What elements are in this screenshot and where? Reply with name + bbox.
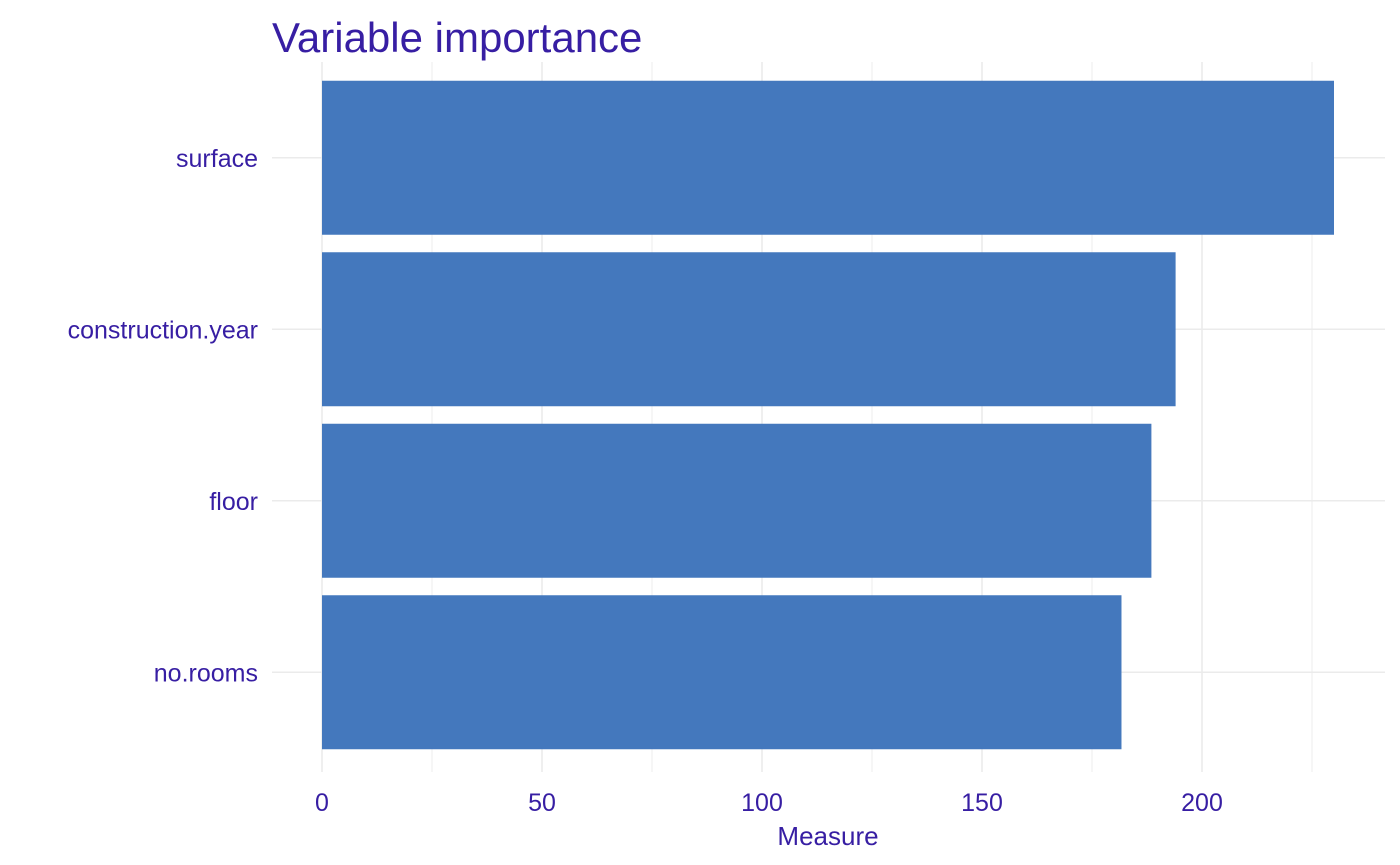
x-tick-labels: 0 50 100 150 200 [315, 789, 1223, 817]
category-labels: surface construction.year floor no.rooms [68, 145, 258, 688]
x-tick-label: 200 [1181, 789, 1223, 817]
bar-construction-year [322, 252, 1176, 407]
x-axis-title: Measure [777, 821, 878, 851]
bar-no-rooms [322, 595, 1122, 750]
category-label: construction.year [68, 316, 258, 344]
x-tick-label: 50 [528, 789, 556, 817]
category-label: surface [176, 145, 258, 173]
category-label: floor [209, 488, 258, 516]
bars [322, 80, 1334, 750]
bar-surface [322, 80, 1334, 235]
bar-floor [322, 423, 1152, 578]
chart-title: Variable importance [272, 14, 642, 61]
x-tick-label: 0 [315, 789, 329, 817]
x-tick-label: 100 [741, 789, 783, 817]
category-label: no.rooms [154, 659, 258, 687]
x-tick-label: 150 [961, 789, 1003, 817]
